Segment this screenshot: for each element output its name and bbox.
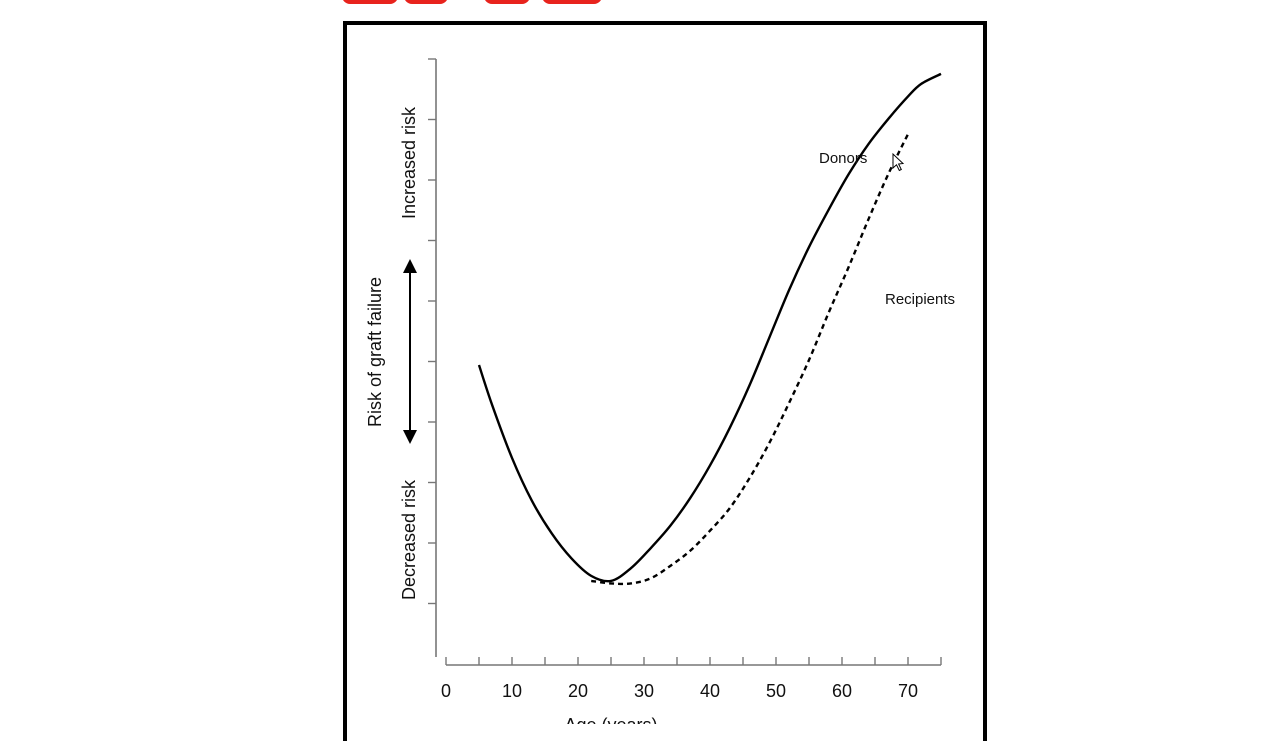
y-axis-decreased-label: Decreased risk bbox=[399, 479, 419, 600]
y-axis-title: Risk of graft failure bbox=[365, 277, 385, 427]
x-tick-label: 60 bbox=[832, 681, 852, 701]
x-tick-label: 40 bbox=[700, 681, 720, 701]
x-tick-label: 50 bbox=[766, 681, 786, 701]
cropped-heading-text bbox=[342, 0, 622, 6]
graft-failure-chart: 0 10 20 30 40 50 60 70 Donors Recipients Increas… bbox=[365, 58, 955, 735]
x-tick-label: 30 bbox=[634, 681, 654, 701]
mouse-cursor-icon bbox=[892, 152, 905, 172]
double-arrow-icon bbox=[403, 259, 417, 444]
series-label-donors: Donors bbox=[819, 150, 867, 167]
x-tick-label: 20 bbox=[568, 681, 588, 701]
series-label-recipients: Recipients bbox=[885, 291, 955, 308]
chart-frame: 0 10 20 30 40 50 60 70 Donors Recipients Increas… bbox=[343, 21, 987, 741]
x-tick-label: 10 bbox=[502, 681, 522, 701]
x-tick-label: 0 bbox=[441, 681, 451, 701]
series-recipients-line bbox=[591, 133, 910, 586]
y-axis-increased-label: Increased risk bbox=[399, 106, 419, 219]
slide: 0 10 20 30 40 50 60 70 Donors Recipients Increas… bbox=[342, 0, 987, 741]
series-donors-line bbox=[477, 72, 942, 583]
x-tick-label: 70 bbox=[898, 681, 918, 701]
